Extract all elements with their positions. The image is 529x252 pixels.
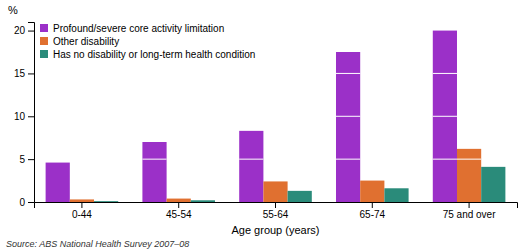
- x-tick: 75 and over: [443, 202, 496, 220]
- bar-divider: [433, 73, 457, 74]
- legend-swatch: [40, 37, 48, 45]
- y-axis: 0 5 10 15 20: [14, 23, 35, 208]
- y-tick-label: 20: [14, 25, 26, 36]
- x-tick-mark: [178, 202, 179, 208]
- bar: [336, 52, 360, 202]
- x-tick-label: 75 and over: [443, 209, 496, 220]
- bar: [288, 191, 312, 202]
- bar-series: [46, 31, 457, 202]
- x-tick: 0-44: [72, 202, 92, 220]
- y-tick-label: 15: [14, 68, 26, 79]
- x-axis-line: [35, 203, 518, 209]
- y-tick: 5: [19, 154, 34, 165]
- bar-series: [94, 167, 505, 202]
- legend-swatch: [40, 24, 48, 32]
- x-tick-label: 45-54: [166, 209, 192, 220]
- x-axis: 0-44 45-54 55-64 65-74 75 and over: [35, 202, 518, 220]
- y-tick-label: 10: [14, 111, 26, 122]
- y-tick-mark: [28, 31, 34, 32]
- bar: [263, 181, 287, 202]
- bar-divider: [142, 159, 166, 160]
- source-note: Source: ABS National Health Survey 2007–…: [6, 239, 189, 249]
- bar-divider: [433, 116, 457, 117]
- x-tick: 45-54: [166, 202, 192, 220]
- legend-swatch: [40, 50, 48, 58]
- bar: [481, 167, 505, 202]
- plot: 0 5 10 15 20 0-44 45-54 55-64 65-74 75 and over Pr…: [14, 23, 518, 221]
- bar: [142, 142, 166, 202]
- bar: [70, 199, 94, 202]
- bar: [457, 149, 481, 202]
- y-tick-mark: [28, 116, 34, 117]
- x-tick: 65-74: [360, 202, 386, 220]
- x-tick-mark: [275, 202, 276, 208]
- bar: [384, 188, 408, 202]
- bar: [191, 200, 215, 202]
- x-tick-mark: [469, 202, 470, 208]
- x-axis-label: Age group (years): [231, 224, 319, 236]
- x-tick-label: 55-64: [263, 209, 289, 220]
- bar: [46, 163, 70, 202]
- x-tick-label: 0-44: [72, 209, 92, 220]
- bar-divider: [336, 116, 360, 117]
- bar-divider: [433, 159, 457, 160]
- y-tick: 20: [14, 25, 34, 36]
- legend-item: Has no disability or long-term health co…: [40, 49, 255, 60]
- y-tick: 10: [14, 111, 34, 122]
- legend-item: Other disability: [40, 36, 119, 47]
- bar: [239, 131, 263, 202]
- bar-divider: [336, 159, 360, 160]
- bar: [167, 199, 191, 202]
- bar-divider: [457, 159, 481, 160]
- y-axis-line: [28, 23, 35, 203]
- y-tick-mark: [28, 73, 34, 74]
- bars: [46, 31, 506, 202]
- x-tick-mark: [81, 202, 82, 208]
- legend-label: Profound/severe core activity limitation: [53, 23, 224, 34]
- y-tick-mark: [28, 202, 34, 203]
- y-tick: 0: [19, 197, 34, 208]
- y-tick-label: 5: [19, 154, 25, 165]
- bar: [360, 181, 384, 202]
- legend-item: Profound/severe core activity limitation: [40, 23, 224, 34]
- x-tick: 55-64: [263, 202, 289, 220]
- bar-divider: [336, 73, 360, 74]
- bar: [94, 201, 118, 202]
- legend: Profound/severe core activity limitation…: [40, 23, 255, 60]
- x-tick-label: 65-74: [360, 209, 386, 220]
- legend-label: Other disability: [53, 36, 119, 47]
- x-tick-mark: [372, 202, 373, 208]
- y-axis-label: %: [8, 4, 18, 16]
- y-tick-label: 0: [19, 197, 25, 208]
- bar-series: [70, 149, 481, 202]
- chart: 0 5 10 15 20 0-44 45-54 55-64 65-74 75 and over Pr…: [0, 0, 529, 252]
- y-tick: 15: [14, 68, 34, 79]
- bar-divider: [239, 159, 263, 160]
- bar: [433, 31, 457, 202]
- y-tick-mark: [28, 159, 34, 160]
- legend-label: Has no disability or long-term health co…: [53, 49, 255, 60]
